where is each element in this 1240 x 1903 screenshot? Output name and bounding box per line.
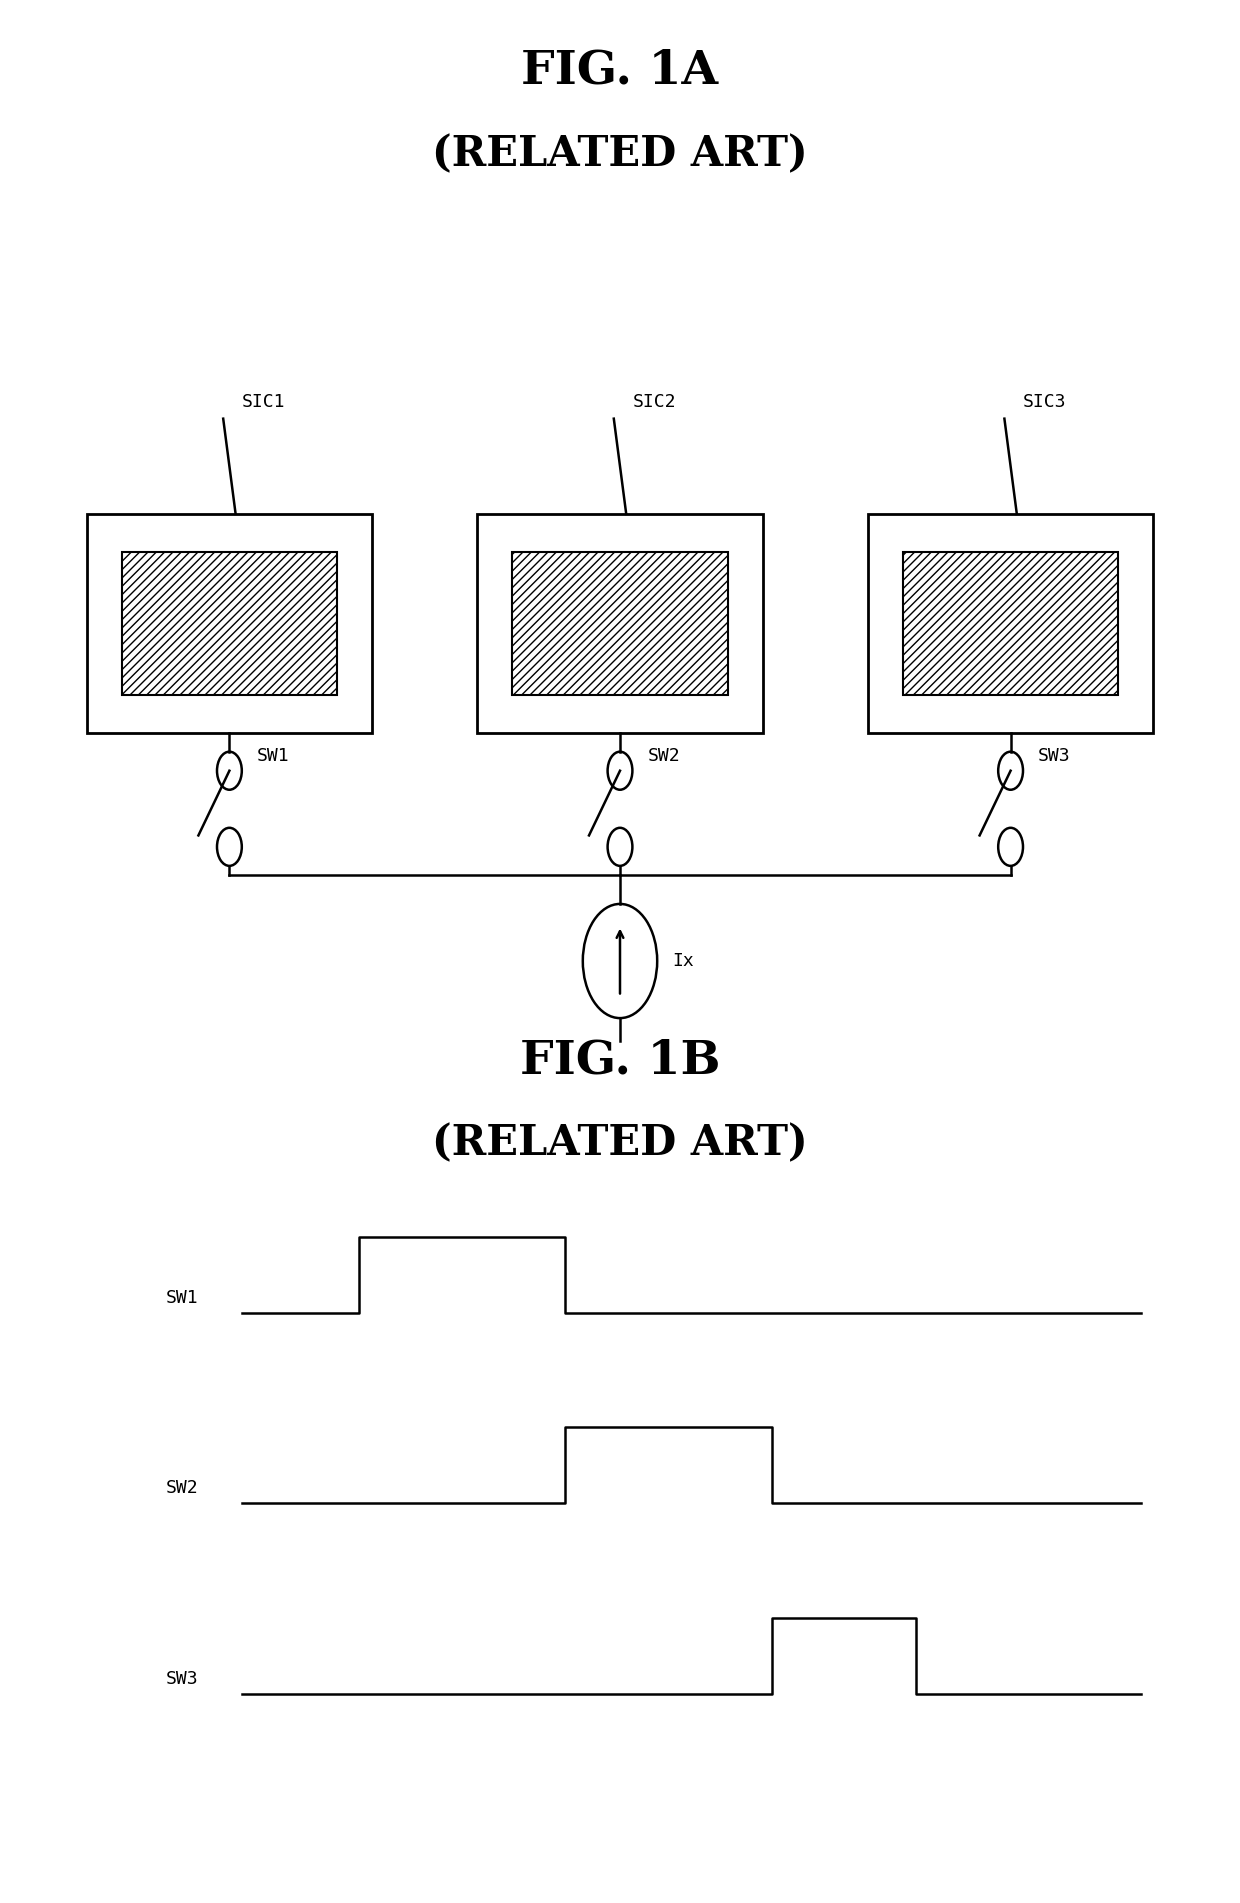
Bar xyxy=(87,514,372,733)
Text: Ix: Ix xyxy=(672,952,694,971)
Text: SW1: SW1 xyxy=(257,748,289,765)
Bar xyxy=(477,514,763,733)
Text: SW3: SW3 xyxy=(1038,748,1070,765)
Text: FIG. 1A: FIG. 1A xyxy=(522,48,718,93)
Text: SIC3: SIC3 xyxy=(1023,394,1066,411)
Text: (RELATED ART): (RELATED ART) xyxy=(432,1123,808,1165)
Text: FIG. 1B: FIG. 1B xyxy=(520,1037,720,1083)
Bar xyxy=(903,552,1118,695)
Bar xyxy=(512,552,728,695)
Bar xyxy=(122,552,337,695)
Text: SW1: SW1 xyxy=(166,1288,198,1307)
Text: SIC1: SIC1 xyxy=(242,394,285,411)
Text: SW3: SW3 xyxy=(166,1669,198,1688)
Text: SIC2: SIC2 xyxy=(632,394,676,411)
Text: (RELATED ART): (RELATED ART) xyxy=(432,133,808,175)
Text: SW2: SW2 xyxy=(647,748,680,765)
Bar xyxy=(868,514,1153,733)
Text: SW2: SW2 xyxy=(166,1479,198,1498)
